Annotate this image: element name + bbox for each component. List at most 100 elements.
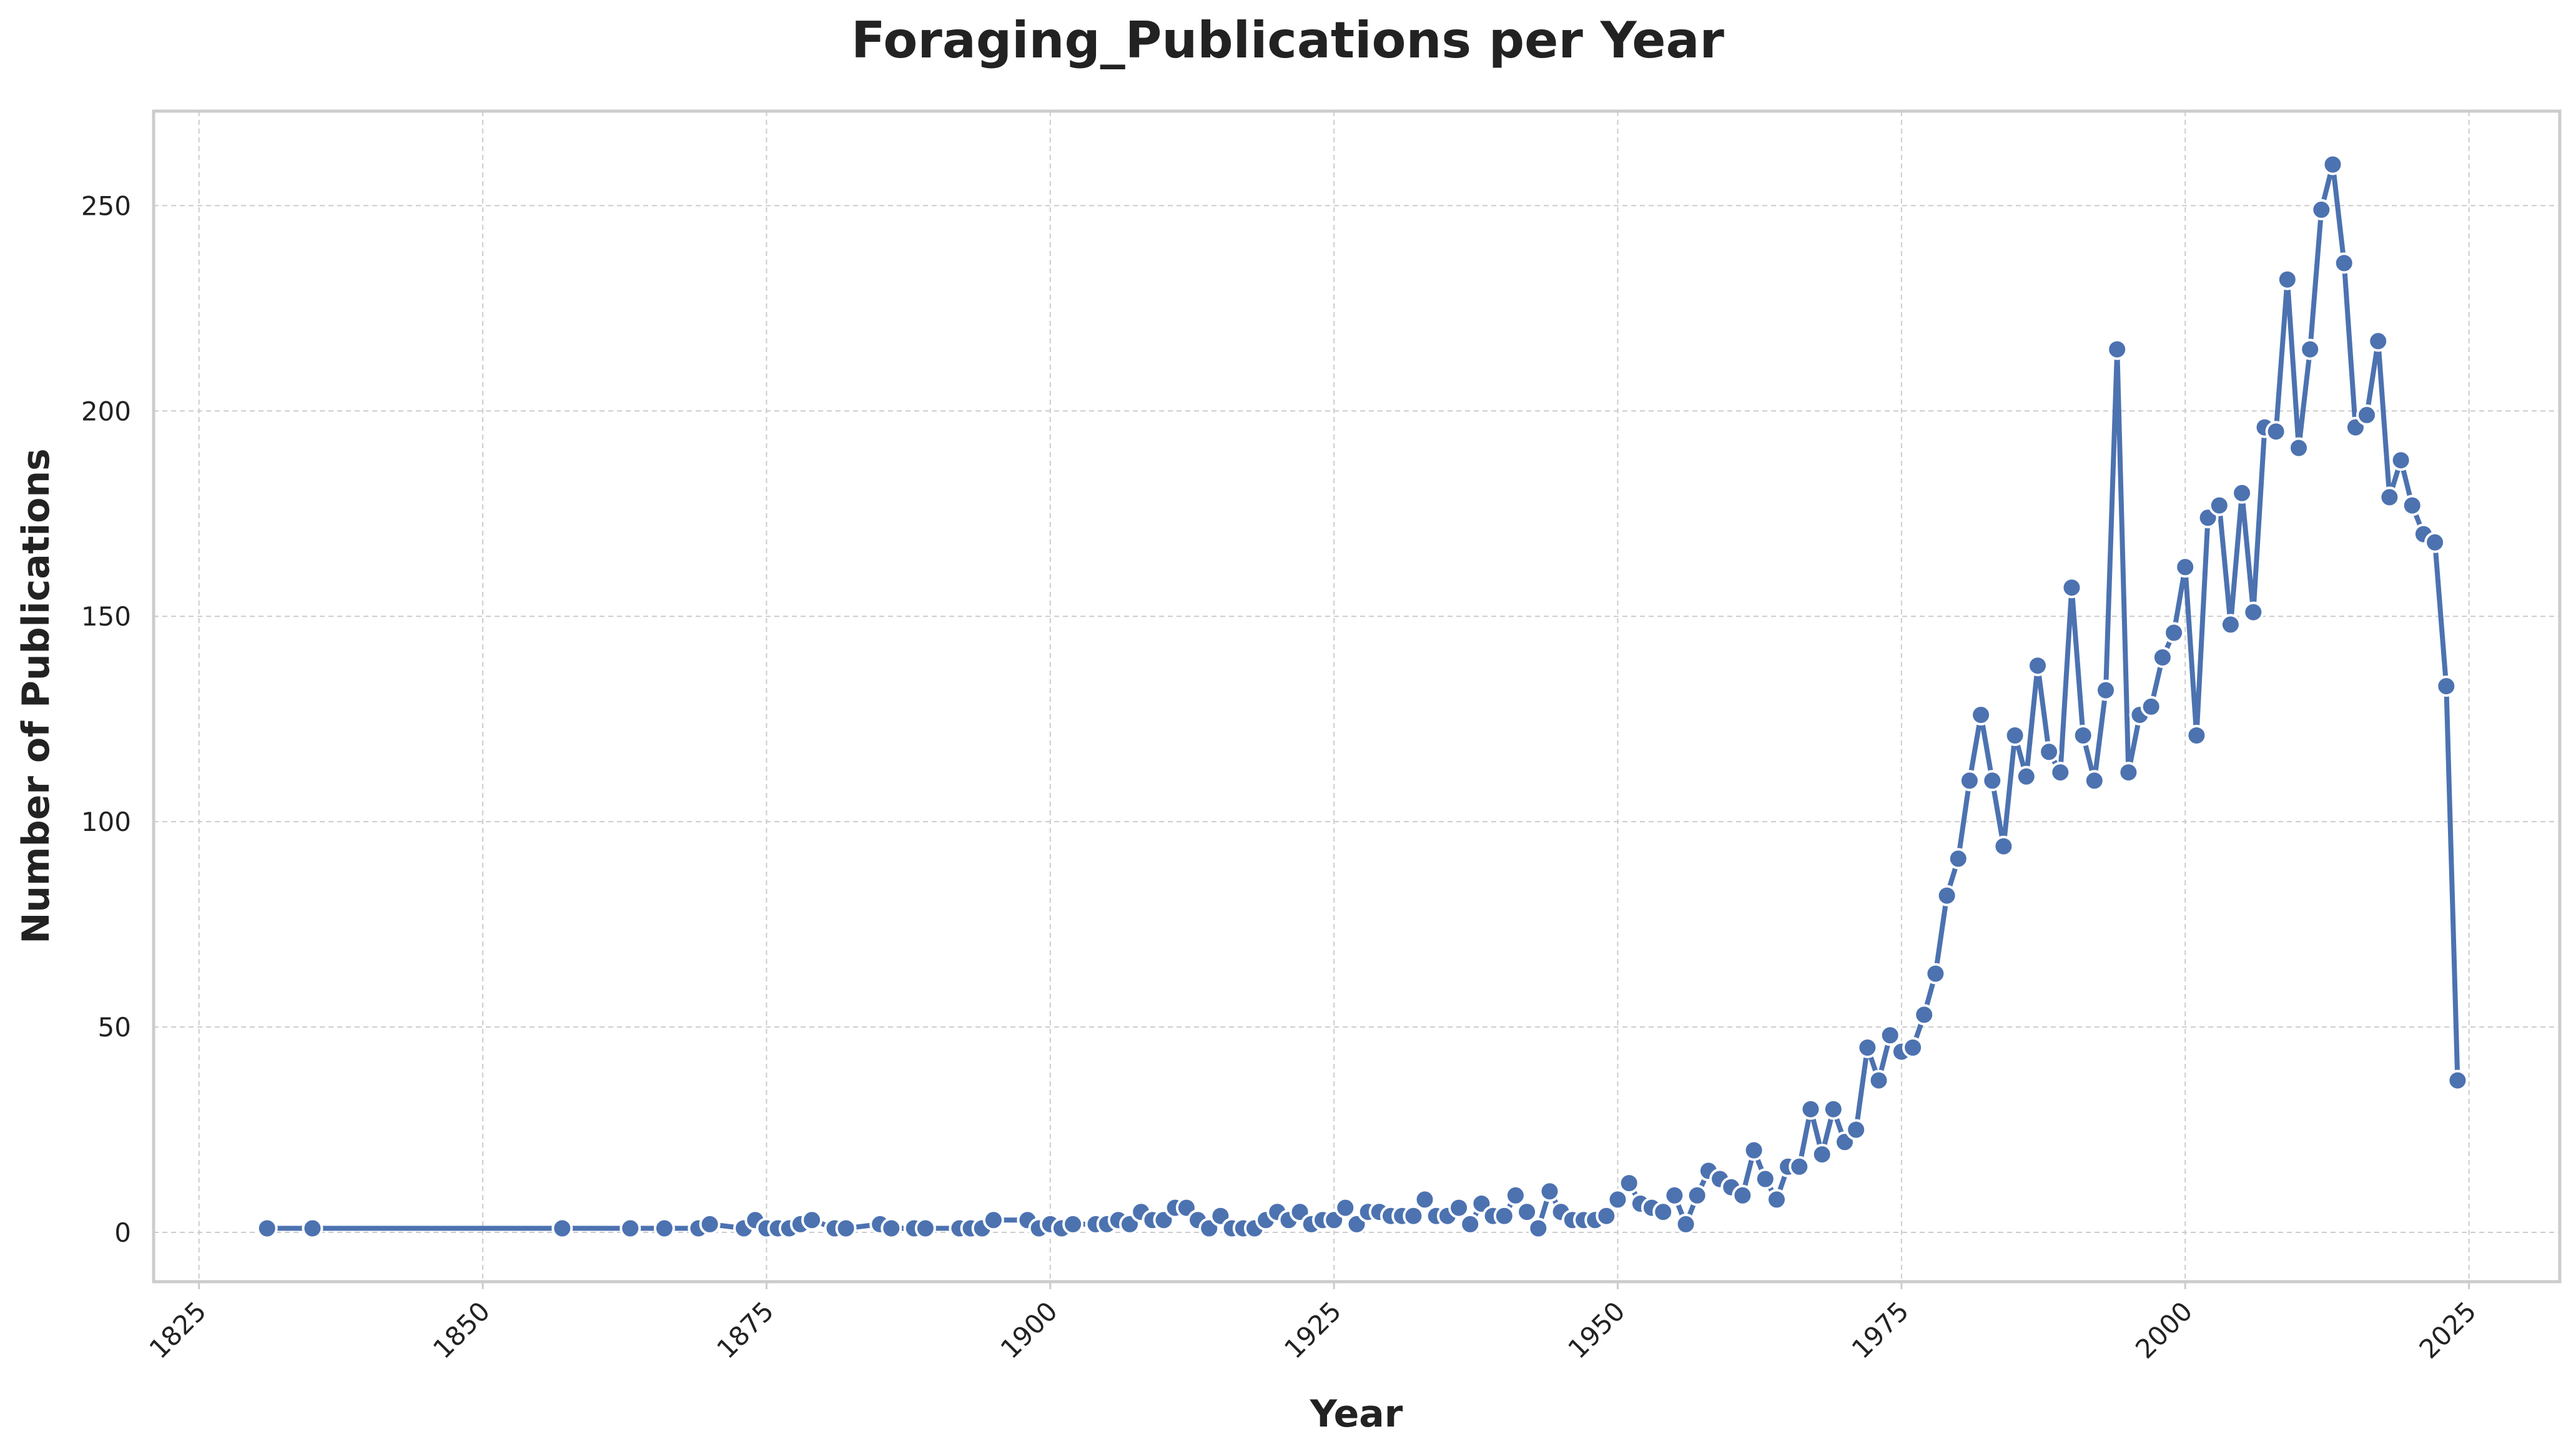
data-point	[2050, 762, 2071, 783]
data-point	[1811, 1144, 1833, 1166]
data-point	[1868, 1069, 1890, 1091]
data-point	[1732, 1184, 1754, 1206]
data-point	[1607, 1189, 1629, 1211]
data-point	[1652, 1201, 1674, 1223]
data-point	[619, 1217, 641, 1239]
data-point	[1493, 1205, 1515, 1227]
data-point	[1936, 885, 1958, 906]
data-point	[2288, 437, 2309, 459]
x-tick-label: 1925	[1278, 1295, 1347, 1364]
data-point	[2163, 622, 2185, 644]
data-point	[1335, 1197, 1356, 1219]
y-axis-label: Number of Publications	[14, 448, 58, 944]
data-point	[2095, 679, 2116, 701]
data-point	[1800, 1098, 1822, 1120]
data-point	[2151, 647, 2173, 668]
data-point	[2379, 486, 2401, 508]
chart-title: Foraging_Publications per Year	[851, 11, 1725, 69]
y-tick-label: 100	[81, 807, 131, 837]
data-point	[2276, 268, 2298, 290]
data-point	[2390, 449, 2412, 471]
data-point	[2061, 577, 2083, 599]
data-point	[2038, 741, 2060, 763]
data-point	[2299, 338, 2321, 360]
data-point	[1539, 1181, 1561, 1202]
x-tick-label: 1825	[144, 1295, 212, 1364]
data-point	[551, 1217, 573, 1239]
data-point	[881, 1217, 902, 1239]
data-point	[2311, 199, 2332, 220]
x-axis-label: Year	[1310, 1392, 1403, 1436]
grid-layer	[154, 111, 2560, 1282]
data-point	[1743, 1139, 1765, 1161]
data-point	[1766, 1189, 1787, 1211]
data-point	[2219, 614, 2241, 636]
data-point	[2015, 765, 2037, 787]
data-point	[2424, 531, 2446, 553]
data-point	[653, 1217, 675, 1239]
data-point	[1754, 1168, 1776, 1190]
data-point	[2208, 494, 2230, 516]
data-point	[256, 1217, 278, 1239]
data-point	[1970, 704, 1992, 726]
data-point	[1448, 1197, 1470, 1219]
data-point	[2435, 675, 2457, 697]
data-point	[1958, 770, 1980, 792]
data-point	[302, 1217, 323, 1239]
data-point	[2265, 421, 2287, 443]
data-point	[2401, 494, 2423, 516]
data-point	[914, 1217, 936, 1239]
data-point	[2174, 556, 2196, 578]
y-tick-label: 250	[81, 190, 131, 221]
x-tick-label: 1850	[427, 1295, 496, 1364]
data-point	[1993, 835, 2015, 857]
data-point	[1789, 1156, 1810, 1177]
data-point	[1504, 1184, 1526, 1206]
data-point	[1822, 1098, 1844, 1120]
series-layer	[256, 154, 2469, 1239]
data-point	[1675, 1213, 1697, 1235]
data-point	[2106, 338, 2128, 360]
data-point	[1981, 770, 2003, 792]
x-tick-label: 1975	[1846, 1295, 1915, 1364]
data-point	[2367, 330, 2389, 352]
data-point	[1845, 1119, 1867, 1141]
data-point	[2231, 482, 2253, 504]
data-point	[801, 1209, 823, 1231]
data-point	[1516, 1201, 1538, 1223]
data-point	[1686, 1184, 1708, 1206]
y-tick-label: 200	[81, 396, 131, 426]
data-point	[2140, 695, 2162, 717]
data-point	[1947, 848, 1969, 870]
y-tick-label: 150	[81, 601, 131, 632]
data-point	[2333, 252, 2355, 274]
data-point	[2027, 655, 2048, 677]
data-point	[1879, 1024, 1901, 1046]
data-point	[699, 1213, 721, 1235]
data-point	[982, 1209, 1004, 1231]
data-point	[2004, 725, 2026, 746]
data-point	[2186, 725, 2208, 746]
data-point	[1596, 1205, 1617, 1227]
data-point	[1857, 1037, 1878, 1058]
x-tick-label: 1900	[995, 1295, 1063, 1364]
x-tick-label: 2025	[2413, 1295, 2482, 1364]
data-point	[2072, 725, 2094, 746]
data-point	[1902, 1037, 1924, 1058]
y-tick-label: 0	[114, 1217, 131, 1248]
data-point	[1618, 1172, 1640, 1194]
data-point	[1913, 1004, 1935, 1026]
series-line	[267, 162, 2460, 1231]
data-point	[2447, 1069, 2469, 1091]
data-point	[1403, 1205, 1424, 1227]
data-point	[1925, 963, 1947, 985]
data-point	[835, 1217, 857, 1239]
data-point	[1062, 1213, 1084, 1235]
x-tick-label: 2000	[2129, 1295, 2198, 1364]
y-tick-label: 50	[98, 1012, 131, 1043]
data-point	[2118, 762, 2139, 783]
data-point	[1459, 1213, 1481, 1235]
data-point	[2356, 404, 2377, 426]
